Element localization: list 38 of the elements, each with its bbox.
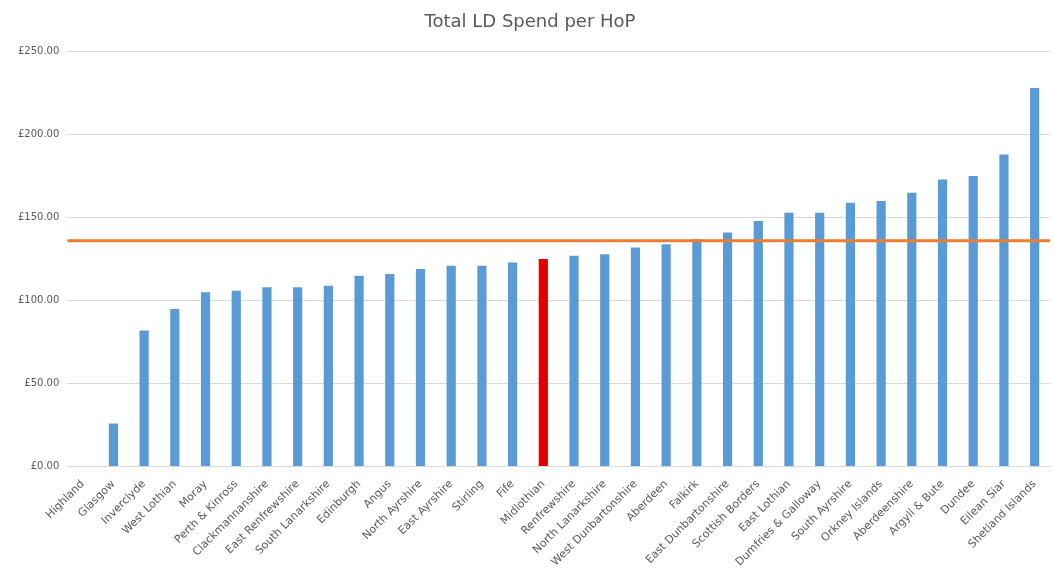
y-tick-label: £100.00 — [17, 294, 60, 306]
y-tick-label: £150.00 — [17, 211, 60, 223]
bar — [722, 232, 733, 467]
bar — [630, 247, 641, 467]
bar — [815, 212, 825, 467]
bar — [477, 265, 487, 467]
bar — [784, 212, 794, 467]
bar — [937, 179, 948, 467]
bar — [845, 202, 856, 467]
bar — [1030, 88, 1040, 467]
bar — [753, 220, 763, 467]
bar — [692, 239, 702, 467]
bar — [446, 265, 456, 467]
bar — [108, 423, 119, 467]
bar — [354, 275, 364, 467]
bar — [385, 274, 395, 467]
bar — [262, 287, 272, 467]
bar — [200, 292, 211, 467]
bar — [170, 308, 180, 467]
y-tick-label: £250.00 — [17, 45, 60, 57]
bar — [661, 244, 671, 467]
y-tick-label: £50.00 — [24, 377, 60, 389]
bar — [999, 154, 1009, 467]
bar — [968, 176, 978, 467]
bar — [323, 285, 333, 467]
bar — [415, 269, 426, 467]
bar — [907, 192, 917, 467]
y-tick-label: £200.00 — [17, 128, 60, 140]
chart-title: Total LD Spend per HoP — [423, 10, 636, 32]
bar — [569, 255, 579, 467]
bar — [538, 259, 548, 467]
bar — [600, 254, 610, 467]
bar — [139, 330, 149, 467]
y-tick-label: £0.00 — [30, 460, 60, 472]
bar — [293, 287, 303, 467]
bar — [508, 262, 518, 467]
bar — [231, 290, 241, 467]
bar — [876, 201, 886, 467]
